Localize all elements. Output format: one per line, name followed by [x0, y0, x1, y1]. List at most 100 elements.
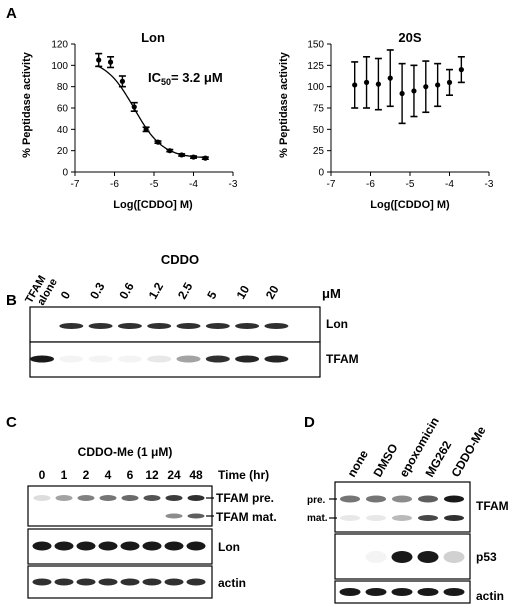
- x-axis-label: Log([CDDO] M): [370, 199, 450, 211]
- data-point: [387, 75, 393, 81]
- data-point: [399, 90, 405, 97]
- band-tfam-pre: [143, 495, 161, 501]
- chart-lon: Lon % Peptidase activity Log([CDDO] M) 0…: [21, 30, 238, 211]
- y-tick-label: 25: [313, 146, 325, 157]
- x-tick-label: -5: [150, 179, 159, 190]
- band-lon: [205, 323, 230, 329]
- band-actin: [164, 578, 184, 586]
- x-tick-label: -3: [229, 179, 238, 190]
- lane-label: 5: [204, 288, 220, 301]
- lane-label: 2.5: [175, 280, 196, 302]
- ic50-annotation: IC50= 3.2 μM: [148, 70, 223, 87]
- band-tfam-mat: [392, 515, 412, 521]
- y-tick-label: 60: [57, 104, 69, 115]
- lane-label: CDDO-Me: [448, 424, 488, 480]
- panel-b-title: CDDO: [161, 252, 199, 267]
- band-lon: [59, 323, 84, 329]
- panel-b-blot: CDDO alone TFAM 0 0.3 0.6 1.2 2.5 5 10 20 μM Lo…: [23, 252, 359, 378]
- band-lon: [186, 541, 206, 551]
- blot-label: p53: [476, 550, 497, 564]
- band-marker: mat.: [307, 513, 328, 524]
- data-point: [411, 88, 417, 94]
- band-actin: [120, 578, 140, 586]
- band-tfam: [235, 355, 260, 363]
- panel-c-title: CDDO-Me (1 μM): [78, 445, 173, 459]
- y-tick-label: 80: [57, 82, 69, 93]
- blot-tfam: [29, 341, 321, 378]
- lane-label: 0.3: [87, 280, 108, 302]
- lane-label: 1.2: [146, 280, 167, 302]
- blot-tfam: [334, 481, 471, 533]
- band-tfam: [264, 355, 289, 363]
- band-tfam: [176, 355, 201, 363]
- band-marker: pre.: [307, 495, 326, 506]
- lane-label: none: [344, 447, 371, 479]
- blot-label: actin: [218, 576, 246, 590]
- data-point: [446, 79, 453, 85]
- band-actin: [98, 578, 118, 586]
- lane-label: 20: [263, 283, 282, 302]
- unit-label: μM: [322, 286, 341, 301]
- x-tick-label: -4: [189, 179, 198, 190]
- band-lon: [176, 323, 201, 329]
- panel-c-blot: CDDO-Me (1 μM) 0 1 2 4 6 12 24 48 Time (hr) TFA…: [27, 445, 277, 599]
- chart-title: 20S: [398, 30, 421, 45]
- band-tfam-pre: [99, 495, 117, 501]
- band-lon: [117, 323, 142, 329]
- lane-label: 10: [234, 283, 253, 302]
- y-axis-label: % Peptidase activity: [21, 51, 33, 158]
- band-lon: [98, 541, 118, 551]
- data-point: [131, 104, 137, 110]
- band-actin: [339, 588, 361, 596]
- band-actin: [365, 588, 387, 596]
- band-lon: [235, 323, 260, 329]
- band-p53: [391, 551, 413, 563]
- blot-label: Lon: [326, 317, 348, 331]
- band-lon: [32, 541, 52, 551]
- time-axis-label: Time (hr): [218, 468, 269, 482]
- y-tick-label: 20: [57, 146, 69, 157]
- y-tick-label: 75: [313, 104, 325, 115]
- band-tfam-pre: [366, 495, 386, 503]
- data-point: [423, 84, 429, 90]
- band-tfam-pre: [444, 495, 464, 503]
- y-tick-label: 50: [313, 125, 325, 136]
- band-label: TFAM mat.: [216, 510, 277, 524]
- band-actin: [186, 578, 206, 586]
- x-tick-label: -6: [366, 179, 375, 190]
- lane-label: 0: [39, 468, 46, 482]
- band-tfam-pre: [77, 495, 95, 501]
- data-point: [179, 152, 185, 158]
- band-actin: [32, 578, 52, 586]
- band-actin: [417, 588, 439, 596]
- band-tfam-mat: [165, 513, 183, 519]
- band-p53: [365, 551, 387, 563]
- band-tfam-pre: [418, 495, 438, 503]
- band-lon: [147, 323, 172, 329]
- band-tfam: [147, 355, 172, 363]
- lane-label: 0.6: [116, 280, 137, 302]
- data-point: [96, 57, 102, 63]
- band-tfam-mat: [187, 513, 205, 519]
- y-tick-label: 100: [307, 82, 324, 93]
- band-tfam-mat: [340, 515, 360, 521]
- lane-label: 24: [167, 468, 181, 482]
- y-tick-label: 125: [307, 61, 324, 72]
- lane-label: 12: [145, 468, 159, 482]
- band-tfam: [205, 355, 230, 363]
- band-tfam: [30, 355, 54, 363]
- blot-label: actin: [476, 589, 504, 603]
- band-tfam-pre: [121, 495, 139, 501]
- chart-title: Lon: [141, 30, 165, 45]
- y-tick-label: 40: [57, 125, 69, 136]
- lane-label: 4: [105, 468, 112, 482]
- band-tfam-pre: [55, 495, 73, 501]
- y-tick-label: 0: [318, 168, 324, 179]
- x-axis-label: Log([CDDO] M): [113, 199, 193, 211]
- panel-letter-b: B: [6, 292, 17, 309]
- band-p53: [417, 551, 439, 563]
- x-tick-label: -4: [445, 179, 454, 190]
- y-tick-label: 0: [62, 168, 68, 179]
- band-lon: [54, 541, 74, 551]
